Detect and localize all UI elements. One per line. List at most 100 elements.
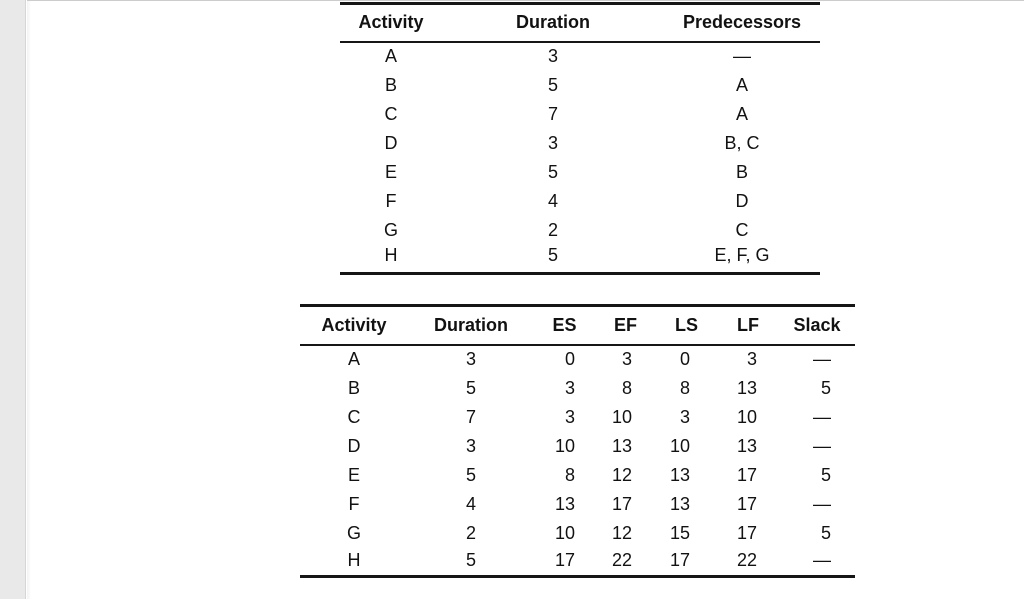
column-header-predecessors: Predecessors [664, 3, 820, 43]
slack-cell: — [813, 435, 831, 456]
activity-cell: D [347, 435, 361, 456]
activity-cell: F [348, 493, 360, 514]
es-cell: 10 [554, 435, 575, 456]
activity-cell: H [384, 244, 398, 265]
table-header-row: Activity Duration Predecessors [340, 3, 820, 43]
activity-cell: E [384, 161, 397, 182]
lf-cell: 17 [736, 493, 757, 514]
lf-cell: 3 [746, 349, 757, 369]
duration-cell: 4 [547, 190, 558, 211]
es-cell: 8 [564, 464, 575, 485]
activity-predecessors-table: Activity Duration Predecessors A 3— B 5 A C 7 A… [340, 2, 820, 275]
activity-cell: C [347, 406, 361, 427]
duration-cell: 2 [465, 522, 476, 543]
predecessors-cell: — [733, 46, 751, 66]
table-row: A 3 — [340, 42, 820, 71]
duration-cell: 3 [547, 132, 558, 153]
ls-cell: 15 [669, 522, 690, 543]
activity-cell: G [383, 219, 398, 240]
table-row: E 5 B [340, 158, 820, 187]
table-row: H 5 17 22 17 22 — [300, 548, 855, 577]
lf-cell: 17 [736, 464, 757, 485]
column-header-activity: Activity [300, 305, 408, 346]
table-row: C 7 A [340, 100, 820, 129]
table-body: A 3 0 3 0 3 — B 5 3 8 8 13 5 C 7 3 10 3 10 — D 3 10 13 10 13 — E 5 8 12… [300, 345, 855, 577]
ef-cell: 13 [611, 435, 632, 456]
es-cell: 17 [554, 549, 575, 570]
ls-cell: 10 [669, 435, 690, 456]
ef-cell: 3 [621, 349, 632, 369]
page-margin-strip [0, 0, 26, 599]
lf-cell: 22 [736, 549, 757, 570]
page-edge-shadow [27, 0, 31, 599]
table-row: G 2 C [340, 216, 820, 245]
ef-cell: 8 [621, 377, 632, 398]
table-row: A 3 0 3 0 3 — [300, 345, 855, 374]
duration-cell: 7 [465, 406, 476, 427]
activity-cell: G [346, 522, 361, 543]
slack-cell: — [813, 349, 831, 369]
table-row: D 3 B, C [340, 129, 820, 158]
cpm-schedule-table: Activity Duration ES EF LS LF Slack A 3 0 3… [300, 304, 855, 578]
es-cell: 13 [554, 493, 575, 514]
ef-cell: 22 [611, 549, 632, 570]
ls-cell: 13 [669, 493, 690, 514]
predecessors-cell: E, F, G [714, 244, 770, 265]
table-row: C 7 3 10 3 10 — [300, 403, 855, 432]
ls-cell: 0 [679, 349, 690, 369]
window-top-border [27, 0, 1024, 1]
predecessors-cell: B, C [724, 132, 760, 153]
column-header-duration: Duration [408, 305, 534, 346]
ls-cell: 17 [669, 549, 690, 570]
duration-cell: 5 [465, 377, 476, 398]
ef-cell: 10 [611, 406, 632, 427]
slack-cell: — [813, 406, 831, 427]
ef-cell: 12 [611, 464, 632, 485]
duration-cell: 3 [465, 349, 476, 369]
table-row: F 4 D [340, 187, 820, 216]
duration-cell: 3 [547, 46, 558, 66]
table-row: G 2 10 12 15 17 5 [300, 519, 855, 548]
es-cell: 3 [564, 406, 575, 427]
ef-cell: 17 [611, 493, 632, 514]
duration-cell: 7 [547, 103, 558, 124]
duration-cell: 5 [547, 161, 558, 182]
slack-cell: 5 [820, 377, 831, 398]
table-row: E 5 8 12 13 17 5 [300, 461, 855, 490]
duration-cell: 3 [465, 435, 476, 456]
predecessors-cell: C [735, 219, 749, 240]
activity-cell: A [347, 349, 360, 369]
lf-cell: 13 [736, 377, 757, 398]
es-cell: 3 [564, 377, 575, 398]
table-header-row: Activity Duration ES EF LS LF Slack [300, 305, 855, 346]
column-header-activity: Activity [340, 3, 442, 43]
column-header-duration: Duration [442, 3, 664, 43]
column-header-lf: LF [717, 305, 779, 346]
predecessors-cell: A [735, 74, 748, 95]
table-row: D 3 10 13 10 13 — [300, 432, 855, 461]
activity-cell: A [384, 46, 397, 66]
column-header-es: ES [534, 305, 595, 346]
predecessors-cell: D [735, 190, 749, 211]
table-row: B 5 A [340, 71, 820, 100]
table-body: A 3 — B 5 A C 7 A D 3 B, C E 5 B F 4 D G 2 C H 5 E, F, G [340, 42, 820, 274]
activity-cell: D [384, 132, 398, 153]
activity-cell: H [347, 549, 361, 570]
slack-cell: — [813, 549, 831, 570]
slack-cell: — [813, 493, 831, 514]
column-header-ls: LS [656, 305, 717, 346]
predecessors-cell: A [735, 103, 748, 124]
duration-cell: 4 [465, 493, 476, 514]
predecessors-cell: B [735, 161, 748, 182]
duration-cell: 5 [465, 549, 476, 570]
table-row: F 4 13 17 13 17 — [300, 490, 855, 519]
es-cell: 0 [564, 349, 575, 369]
lf-cell: 17 [736, 522, 757, 543]
ls-cell: 13 [669, 464, 690, 485]
table-row: H 5 E, F, G [340, 245, 820, 274]
slack-cell: 5 [820, 464, 831, 485]
lf-cell: 10 [736, 406, 757, 427]
activity-cell: F [385, 190, 397, 211]
column-header-slack: Slack [779, 305, 855, 346]
